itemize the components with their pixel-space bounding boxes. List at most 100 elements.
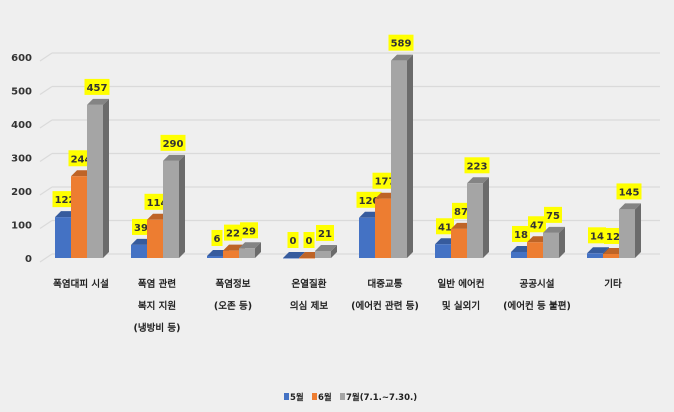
- data-label-bg: [436, 218, 454, 235]
- bar-top: [315, 244, 337, 251]
- data-label-bg: [544, 206, 562, 223]
- x-category-label: 폭염 관련: [138, 278, 176, 290]
- data-label-bg: [160, 134, 186, 151]
- data-label-bg: [287, 232, 299, 248]
- data-label: 223: [467, 161, 488, 172]
- data-label: 589: [391, 39, 412, 50]
- bar-top: [283, 252, 305, 258]
- bar: [375, 198, 391, 258]
- legend-label: 6월: [318, 392, 332, 403]
- data-label-bg: [388, 34, 414, 51]
- data-label-bg: [452, 202, 470, 219]
- bar-side: [255, 242, 261, 258]
- bar-side: [483, 177, 489, 258]
- bar: [207, 255, 223, 258]
- legend-swatch: [312, 393, 317, 400]
- bar: [511, 251, 527, 258]
- data-label-bg: [84, 78, 110, 95]
- bar: [315, 250, 331, 258]
- bar: [435, 244, 451, 258]
- bar: [543, 232, 559, 258]
- bar: [603, 253, 619, 258]
- data-label: 290: [163, 139, 184, 150]
- data-label-bg: [240, 222, 258, 239]
- bar-side: [331, 244, 337, 258]
- data-label: 41: [438, 222, 452, 233]
- data-label-bg: [464, 157, 490, 174]
- bar: [283, 258, 299, 259]
- bar-top: [587, 247, 609, 254]
- data-label-bg: [528, 216, 546, 233]
- data-label: 177: [375, 177, 396, 188]
- data-label: 457: [87, 83, 108, 94]
- x-category-label: 대중교통: [368, 278, 403, 290]
- data-label: 0: [290, 236, 297, 247]
- data-label: 244: [71, 154, 92, 165]
- bar-side: [635, 203, 641, 258]
- bar: [467, 183, 483, 258]
- bar: [71, 176, 87, 258]
- data-label-bg: [512, 225, 530, 242]
- gridline-depth: [39, 186, 53, 196]
- gridline-depth: [39, 153, 53, 162]
- data-label: 21: [318, 229, 332, 240]
- data-label: 29: [242, 226, 256, 237]
- data-label: 18: [514, 230, 528, 241]
- bar: [147, 219, 163, 258]
- legend-label: 7월(7.1.~7.30.): [346, 392, 417, 403]
- bar-top: [543, 226, 565, 233]
- gridline-depth: [39, 119, 53, 129]
- x-category-label: 폭염정보: [216, 278, 251, 290]
- data-label: 114: [147, 198, 168, 209]
- legend-swatch: [340, 393, 345, 400]
- data-label: 14: [590, 231, 604, 242]
- x-category-label: (에어컨 관련 등): [351, 300, 419, 312]
- x-category-label: 일반 에어컨: [437, 278, 484, 290]
- data-label-bg: [604, 227, 622, 244]
- bar: [239, 248, 255, 258]
- bar: [299, 258, 315, 259]
- bar-top: [239, 242, 261, 249]
- bar: [527, 242, 543, 258]
- x-category-label: 공공시설: [520, 278, 555, 290]
- data-label: 75: [546, 211, 560, 222]
- bar-side: [103, 98, 109, 258]
- x-category-label: 폭염대피 시설: [53, 278, 109, 290]
- gridline-depth: [39, 220, 53, 229]
- bar: [391, 60, 407, 259]
- y-tick-label: 400: [11, 120, 32, 131]
- y-tick-label: 0: [25, 254, 32, 265]
- bar-top: [391, 54, 413, 61]
- y-tick-label: 500: [11, 87, 32, 98]
- bar: [619, 209, 635, 258]
- data-label: 47: [530, 220, 544, 231]
- data-label-bg: [211, 229, 223, 246]
- data-label-bg: [616, 183, 642, 200]
- y-tick-label: 300: [11, 154, 32, 165]
- y-tick-label: 200: [11, 187, 32, 198]
- y-tick-label: 100: [11, 221, 32, 232]
- gridline-depth: [39, 86, 53, 95]
- x-category-label: 기타: [604, 278, 622, 290]
- data-label: 39: [134, 223, 148, 234]
- data-label: 12: [606, 232, 620, 243]
- data-label: 22: [226, 229, 240, 240]
- x-category-label: 의심 제보: [290, 300, 329, 312]
- legend-swatch: [284, 393, 289, 400]
- bar: [587, 253, 603, 258]
- data-label-bg: [588, 227, 606, 244]
- legend-label: 5월: [290, 392, 304, 403]
- bar-side: [407, 54, 413, 259]
- bar: [131, 244, 147, 258]
- x-category-label: (오존 등): [214, 301, 252, 312]
- bar: [359, 217, 375, 258]
- bar-top: [87, 98, 109, 105]
- data-label-bg: [303, 232, 315, 248]
- data-label: 0: [306, 236, 313, 247]
- data-label-bg: [132, 218, 150, 235]
- bar-side: [559, 226, 565, 258]
- bar: [451, 228, 467, 258]
- bar: [55, 217, 71, 258]
